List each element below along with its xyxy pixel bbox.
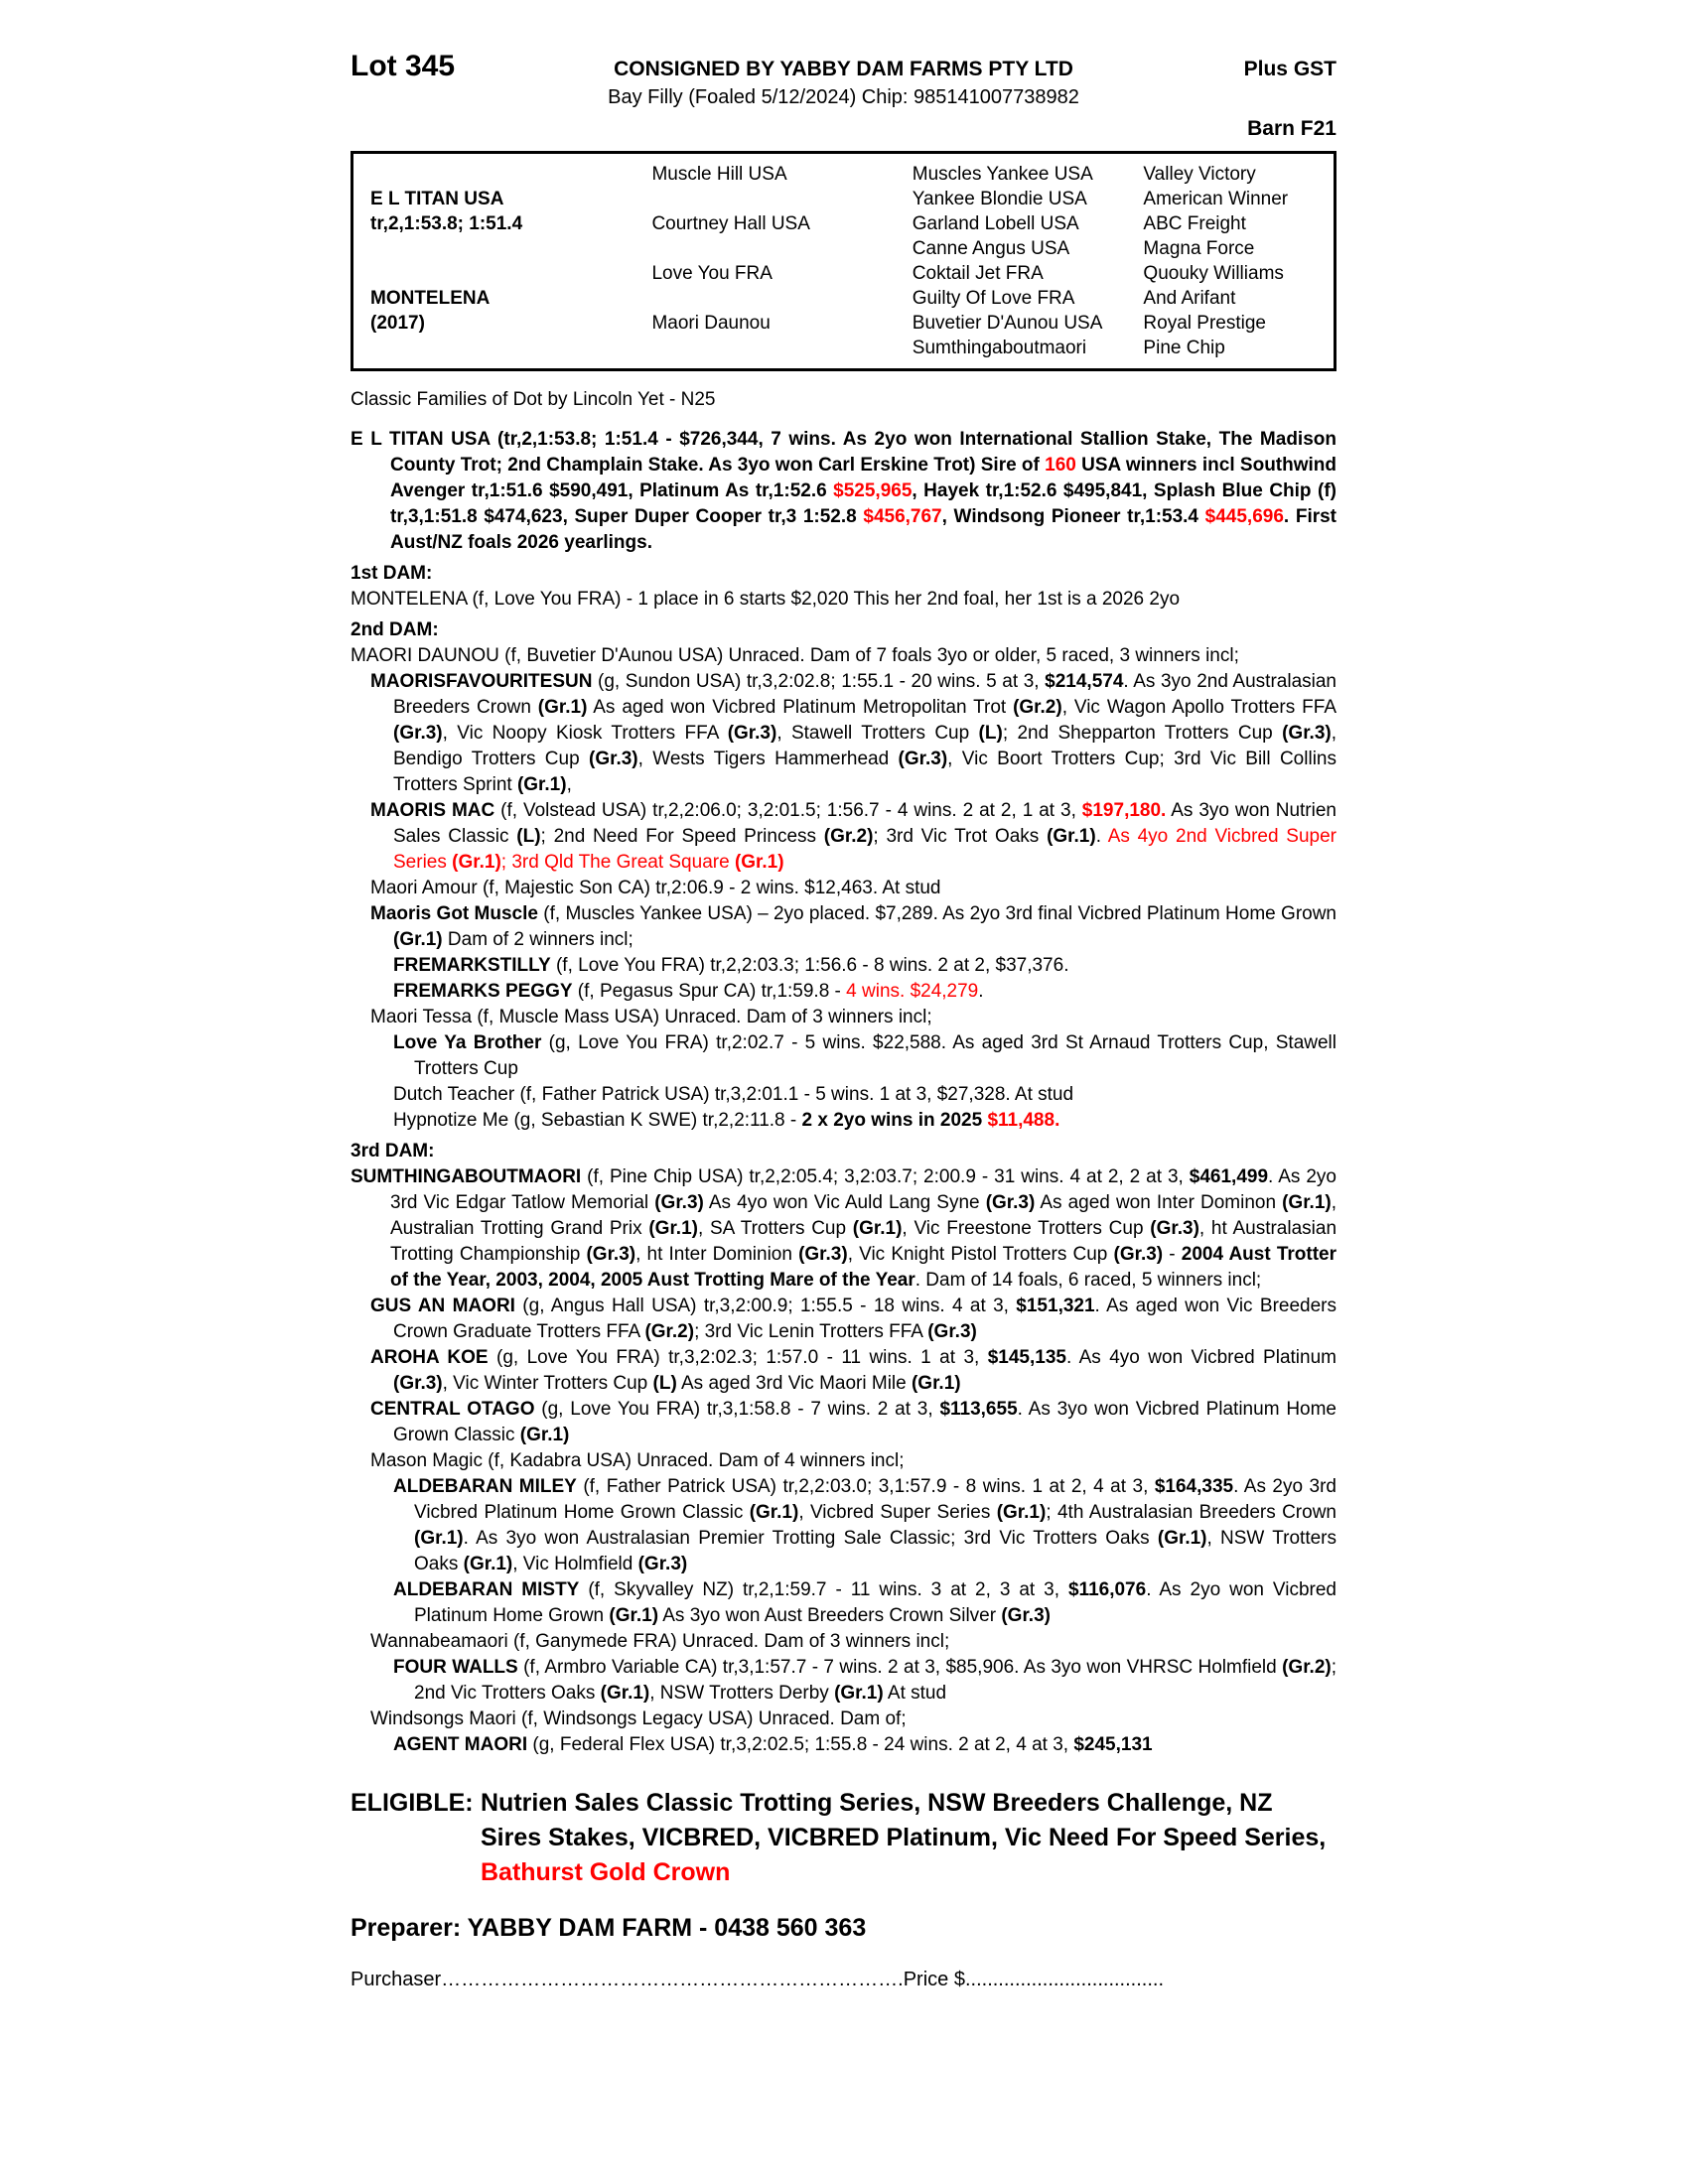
lot-number: Lot 345 bbox=[351, 50, 456, 82]
catalog-content: Lot 345 CONSIGNED BY YABBY DAM FARMS PTY… bbox=[351, 50, 1336, 1991]
pedigree-cell: Valley Victory bbox=[1143, 164, 1256, 185]
pedigree-cell: Yankee Blondie USA bbox=[912, 189, 1087, 209]
progeny-fremarks-peggy: FREMARKS PEGGY (f, Pegasus Spur CA) tr,1… bbox=[393, 981, 984, 1002]
purchaser-label: Purchaser bbox=[351, 1969, 442, 1990]
progeny-central-otago: CENTRAL OTAGO (g, Love You FRA) tr,3,1:5… bbox=[370, 1399, 1337, 1445]
pedigree-cell: Coktail Jet FRA bbox=[912, 263, 1044, 284]
preparer-line: Preparer: YABBY DAM FARM - 0438 560 363 bbox=[351, 1914, 867, 1942]
price-dots: .................................... bbox=[964, 1969, 1165, 1990]
progeny-aroha-koe: AROHA KOE (g, Love You FRA) tr,3,2:02.3;… bbox=[370, 1347, 1336, 1394]
progeny-maori-tessa: Maori Tessa (f, Muscle Mass USA) Unraced… bbox=[370, 1007, 932, 1027]
progeny-agent-maori: AGENT MAORI (g, Federal Flex USA) tr,3,2… bbox=[393, 1734, 1153, 1755]
body-blocks: E L TITAN USA (tr,2,1:53.8; 1:51.4 - $72… bbox=[351, 427, 1336, 1758]
progeny-maori-amour: Maori Amour (f, Majestic Son CA) tr,2:06… bbox=[370, 878, 941, 898]
pedigree-cell bbox=[352, 236, 652, 261]
pedigree-row: Love You FRA Coktail Jet FRA Quouky Willia… bbox=[352, 261, 1336, 286]
progeny-windsongs-maori: Windsongs Maori (f, Windsongs Legacy USA… bbox=[370, 1708, 907, 1729]
pedigree-cell bbox=[651, 286, 912, 311]
dam-heading-1: 1st DAM: bbox=[351, 563, 433, 584]
progeny-love-ya-brother: Love Ya Brother (g, Love You FRA) tr,2:0… bbox=[393, 1032, 1336, 1079]
pedigree-cell bbox=[352, 153, 652, 188]
pedigree-row: tr,2,1:53.8; 1:51.4 Courtney Hall USA Garl… bbox=[352, 211, 1336, 236]
purchaser-dots: ……………………………………………………………. bbox=[441, 1969, 904, 1990]
progeny-aldebaran-misty: ALDEBARAN MISTY (f, Skyvalley NZ) tr,2,1… bbox=[393, 1579, 1337, 1626]
purchaser-line: Purchaser…………………………………………………………….Price $… bbox=[351, 1969, 1336, 1991]
pedigree-cell: tr,2,1:53.8; 1:51.4 bbox=[370, 213, 523, 234]
pedigree-cell: (2017) bbox=[370, 313, 425, 334]
progeny-gus-an-maori: GUS AN MAORI (g, Angus Hall USA) tr,3,2:… bbox=[370, 1296, 1336, 1342]
pedigree-row: Muscle Hill USA Muscles Yankee USA Valley … bbox=[352, 153, 1336, 188]
pedigree-cell: Garland Lobell USA bbox=[912, 213, 1079, 234]
pedigree-cell: American Winner bbox=[1143, 189, 1289, 209]
pedigree-table-body: Muscle Hill USA Muscles Yankee USA Valley … bbox=[352, 153, 1336, 370]
progeny-maoris-got-muscle: Maoris Got Muscle (f, Muscles Yankee USA… bbox=[370, 903, 1337, 950]
pedigree-row: Canne Angus USA Magna Force bbox=[352, 236, 1336, 261]
progeny-hypnotize-me: Hypnotize Me (g, Sebastian K SWE) tr,2,2… bbox=[393, 1110, 1060, 1131]
pedigree-table: Muscle Hill USA Muscles Yankee USA Valley … bbox=[351, 151, 1336, 371]
pedigree-cell: Sumthingaboutmaori bbox=[912, 338, 1087, 358]
consignor-title: CONSIGNED BY YABBY DAM FARMS PTY LTD bbox=[614, 58, 1073, 80]
progeny-maoris-mac: MAORIS MAC (f, Volstead USA) tr,2,2:06.0… bbox=[370, 800, 1336, 873]
pedigree-cell: And Arifant bbox=[1143, 288, 1236, 309]
dam-heading-3: 3rd DAM: bbox=[351, 1141, 435, 1161]
pedigree-cell: Buvetier D'Aunou USA bbox=[912, 313, 1103, 334]
pedigree-row: (2017) Maori Daunou Buvetier D'Aunou USA Ro… bbox=[352, 311, 1336, 336]
foal-info: Bay Filly (Foaled 5/12/2024) Chip: 98514… bbox=[608, 86, 1079, 108]
pedigree-cell: Royal Prestige bbox=[1143, 313, 1266, 334]
plus-gst-label: Plus GST bbox=[1243, 58, 1336, 80]
barn-label: Barn F21 bbox=[1247, 117, 1336, 140]
pedigree-cell bbox=[352, 336, 652, 370]
pedigree-cell: Magna Force bbox=[1143, 238, 1255, 259]
progeny-mason-magic: Mason Magic (f, Kadabra USA) Unraced. Da… bbox=[370, 1450, 905, 1471]
eligibility-section: ELIGIBLE: Nutrien Sales Classic Trotting… bbox=[351, 1786, 1336, 1890]
pedigree-cell: Muscle Hill USA bbox=[651, 164, 787, 185]
pedigree-cell bbox=[352, 261, 652, 286]
pedigree-cell: E L TITAN USA bbox=[370, 189, 504, 209]
pedigree-cell: ABC Freight bbox=[1143, 213, 1246, 234]
dam-entry-maori-daunou: MAORI DAUNOU (f, Buvetier D'Aunou USA) U… bbox=[351, 645, 1239, 666]
progeny-maorisfavouritesun: MAORISFAVOURITESUN (g, Sundon USA) tr,3,… bbox=[370, 671, 1336, 795]
pedigree-cell bbox=[651, 336, 912, 370]
dam-entry-montelena: MONTELENA (f, Love You FRA) - 1 place in… bbox=[351, 589, 1181, 610]
progeny-fremarkstilly: FREMARKSTILLY (f, Love You FRA) tr,2,2:0… bbox=[393, 955, 1069, 976]
progeny-aldebaran-miley: ALDEBARAN MILEY (f, Father Patrick USA) … bbox=[393, 1476, 1336, 1574]
pedigree-cell: Courtney Hall USA bbox=[651, 213, 810, 234]
progeny-dutch-teacher: Dutch Teacher (f, Father Patrick USA) tr… bbox=[393, 1084, 1074, 1105]
pedigree-cell bbox=[651, 236, 912, 261]
pedigree-row: Sumthingaboutmaori Pine Chip bbox=[352, 336, 1336, 370]
progeny-four-walls: FOUR WALLS (f, Armbro Variable CA) tr,3,… bbox=[393, 1657, 1336, 1704]
pedigree-cell bbox=[651, 187, 912, 211]
eligible-lines: Nutrien Sales Classic Trotting Series, N… bbox=[481, 1786, 1336, 1890]
price-label: Price $ bbox=[903, 1969, 965, 1990]
pedigree-cell: Guilty Of Love FRA bbox=[912, 288, 1075, 309]
dam-entry-sumthingaboutmaori: SUMTHINGABOUTMAORI (f, Pine Chip USA) tr… bbox=[351, 1166, 1337, 1291]
eligible-label: ELIGIBLE: bbox=[351, 1789, 474, 1817]
pedigree-row: MONTELENA Guilty Of Love FRA And Arifant bbox=[352, 286, 1336, 311]
pedigree-cell: Pine Chip bbox=[1143, 338, 1225, 358]
progeny-wannabeamaori: Wannabeamaori (f, Ganymede FRA) Unraced.… bbox=[370, 1631, 950, 1652]
pedigree-cell: Canne Angus USA bbox=[912, 238, 1070, 259]
eligible-line: Sires Stakes, VICBRED, VICBRED Platinum,… bbox=[481, 1824, 1327, 1851]
eligible-line: Nutrien Sales Classic Trotting Series, N… bbox=[481, 1789, 1273, 1817]
pedigree-cell: Quouky Williams bbox=[1143, 263, 1284, 284]
pedigree-cell: Love You FRA bbox=[651, 263, 773, 284]
family-line: Classic Families of Dot by Lincoln Yet -… bbox=[351, 389, 716, 410]
header-row: Lot 345 CONSIGNED BY YABBY DAM FARMS PTY… bbox=[351, 50, 1336, 83]
eligible-line-red: Bathurst Gold Crown bbox=[481, 1858, 731, 1886]
dam-heading-2: 2nd DAM: bbox=[351, 619, 439, 640]
pedigree-cell: Maori Daunou bbox=[651, 313, 771, 334]
pedigree-row: E L TITAN USA Yankee Blondie USA American … bbox=[352, 187, 1336, 211]
sire-summary: E L TITAN USA (tr,2,1:53.8; 1:51.4 - $72… bbox=[351, 429, 1337, 553]
pedigree-cell: Muscles Yankee USA bbox=[912, 164, 1093, 185]
pedigree-cell: MONTELENA bbox=[370, 288, 491, 309]
